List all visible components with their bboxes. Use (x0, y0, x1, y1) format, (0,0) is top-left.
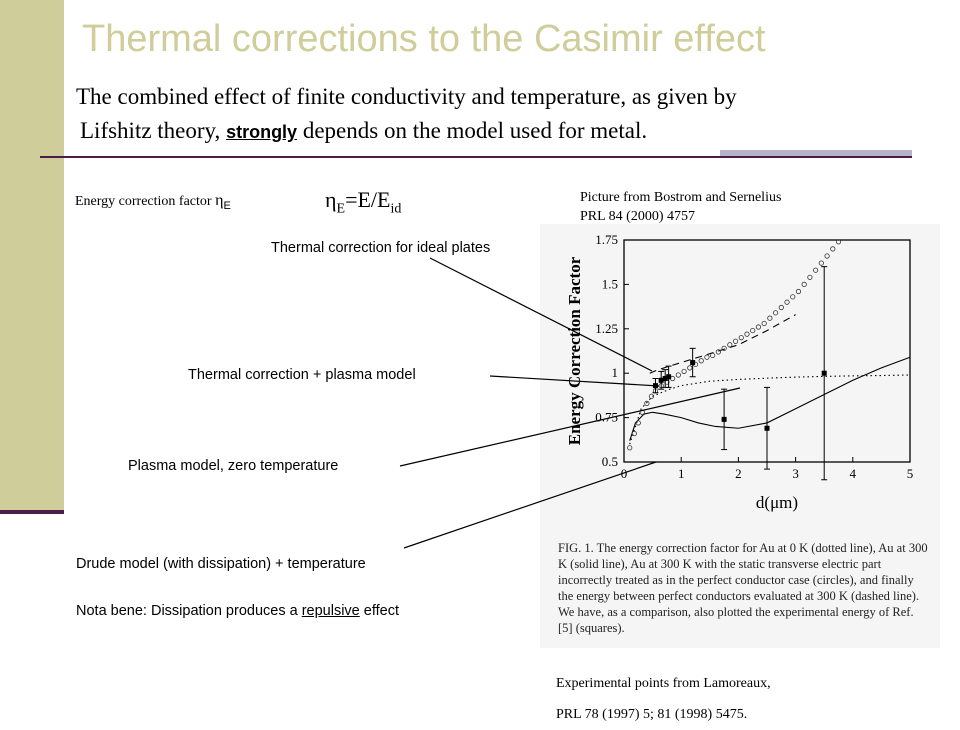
square-point-5 (721, 416, 727, 422)
subtitle-line-2: Lifshitz theory, strongly depends on the… (76, 114, 737, 149)
square-point-4 (690, 360, 696, 366)
experimental-line-2: PRL 78 (1997) 5; 81 (1998) 5475. (556, 707, 748, 722)
circle-point-11 (681, 368, 687, 375)
x-tick-label-3: 3 (792, 466, 799, 481)
circle-point-36 (824, 253, 830, 259)
circle-point-35 (818, 260, 824, 266)
figure-panel (540, 224, 940, 648)
square-point-3 (666, 374, 672, 380)
slide-sidebar (0, 0, 64, 512)
circle-point-23 (750, 327, 756, 334)
subtitle-line-2-pre: Lifshitz theory, (80, 118, 221, 143)
title-rule (40, 156, 912, 158)
annotation-drude: Drude model (with dissipation) + tempera… (76, 556, 366, 572)
square-point-2 (662, 376, 668, 382)
annotation-ideal: Thermal correction for ideal plates (271, 240, 491, 256)
y-tick-label-0: 0.5 (602, 454, 618, 469)
circle-point-25 (761, 320, 767, 327)
x-tick-label-5: 5 (907, 466, 914, 481)
arrow-plasma-zero (399, 387, 741, 467)
source-line-1: Picture from Bostrom and Sernelius (580, 190, 782, 205)
figure-caption: FIG. 1. The energy correction factor for… (558, 541, 928, 635)
square-point-6 (764, 425, 770, 431)
eta-eq-lhs: η (325, 187, 337, 212)
experimental-citation: Experimental points from Lamoreaux, PRL … (556, 668, 771, 730)
circle-point-5 (648, 393, 655, 399)
title-rule-accent (720, 150, 912, 156)
source-line-2: PRL 84 (2000) 4757 (580, 209, 695, 224)
circle-point-14 (698, 358, 704, 364)
arrow-layer (399, 257, 741, 549)
square-point-7 (821, 370, 827, 376)
y-tick-label-4: 1.5 (602, 276, 618, 291)
nota-post: effect (363, 603, 399, 619)
circle-point-30 (790, 294, 796, 300)
circle-point-2 (635, 420, 641, 426)
circle-point-16 (710, 352, 716, 359)
circle-point-31 (795, 288, 802, 295)
energy-factor-label: Energy correction factor ηE (75, 192, 231, 212)
circle-point-26 (767, 315, 773, 321)
circle-point-33 (807, 274, 813, 280)
slide-title: Thermal corrections to the Casimir effec… (82, 18, 766, 60)
y-tick-label-3: 1.25 (595, 321, 618, 336)
x-tick-label-1: 1 (678, 466, 685, 481)
slide-subtitle: The combined effect of finite conductivi… (76, 80, 737, 149)
nota-underlined: repulsive (301, 603, 360, 619)
subtitle-strong-word: strongly (226, 122, 298, 142)
circle-point-19 (727, 342, 733, 348)
source-citation: Picture from Bostrom and Sernelius PRL 8… (580, 188, 781, 226)
eta-eq-rhs-sub: id (390, 201, 402, 217)
series-line-solid (629, 356, 911, 441)
circle-point-28 (778, 304, 784, 311)
square-point-1 (658, 377, 664, 383)
experimental-line-1: Experimental points from Lamoreaux, (556, 676, 771, 691)
x-axis-label: d(μm) (756, 493, 798, 512)
eta-eq-lhs-sub: E (336, 201, 346, 217)
circle-point-10 (675, 372, 681, 378)
series-line-dashed (649, 314, 796, 374)
series-line-dotted (629, 374, 911, 445)
y-tick-label-1: 0.75 (595, 410, 618, 425)
circle-point-18 (721, 345, 727, 351)
subtitle-line-1: The combined effect of finite conductivi… (76, 84, 737, 109)
annotation-plasma-thermal: Thermal correction + plasma model (188, 367, 416, 383)
nota-bene: Nota bene: Dissipation produces a repuls… (76, 603, 399, 619)
circle-point-4 (644, 400, 650, 406)
circle-point-17 (715, 349, 721, 355)
circle-point-29 (784, 299, 790, 305)
eta-equation: ηE=E/Eid (325, 187, 401, 217)
subtitle-line-2-post: depends on the model used for metal. (302, 118, 648, 143)
eta-symbol: η (215, 192, 224, 209)
x-tick-label-4: 4 (850, 466, 857, 481)
y-tick-label-5: 1.75 (595, 232, 618, 247)
arrow-ideal (429, 257, 653, 372)
circle-point-34 (813, 267, 819, 273)
circle-point-22 (744, 331, 750, 337)
circle-point-15 (704, 354, 710, 360)
nota-pre: Nota bene: Dissipation produces a (76, 603, 298, 619)
sidebar-divider (0, 510, 64, 514)
y-tick-label-2: 1 (612, 365, 619, 380)
circle-point-0 (627, 445, 633, 451)
eta-eq-mid: =E/E (345, 187, 391, 212)
circle-point-38 (835, 239, 842, 245)
circle-point-37 (830, 246, 836, 252)
annotation-plasma-zero: Plasma model, zero temperature (128, 458, 339, 474)
arrow-plasma-thermal (489, 375, 660, 387)
energy-factor-text: Energy correction factor (75, 194, 212, 209)
circle-point-27 (772, 310, 779, 316)
circle-point-12 (687, 365, 693, 371)
circle-point-24 (755, 324, 762, 330)
y-axis-label: Energy Correction Factor (565, 256, 584, 445)
x-tick-label-2: 2 (735, 466, 742, 481)
arrow-drude (403, 461, 657, 549)
circle-point-20 (732, 338, 739, 344)
circle-point-1 (631, 430, 637, 437)
circle-point-21 (738, 335, 744, 341)
circle-point-32 (801, 281, 807, 287)
eta-subscript: E (223, 199, 231, 212)
